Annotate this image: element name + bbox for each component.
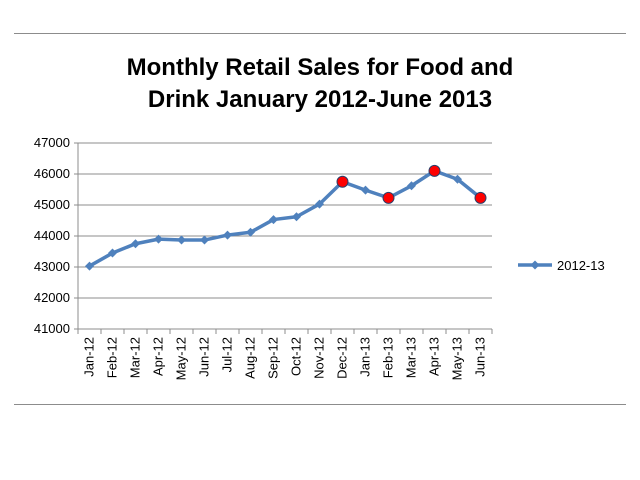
x-tick-label: Nov-12 [312, 337, 327, 379]
legend-label: 2012-13 [557, 258, 605, 273]
chart-title-line-1: Monthly Retail Sales for Food and [126, 54, 514, 81]
y-tick-label: 45000 [34, 197, 70, 212]
data-point-Mar-12 [131, 239, 140, 249]
x-tick-label: Mar-12 [128, 337, 143, 378]
x-tick-label: Oct-12 [289, 337, 304, 376]
x-tick-label: Apr-12 [151, 337, 166, 376]
x-tick-label: Feb-12 [105, 337, 120, 378]
data-point-highlight-Feb-13 [382, 191, 395, 204]
data-point-Sep-12 [269, 215, 278, 225]
bottom-divider [14, 404, 626, 405]
data-point-Apr-12 [154, 234, 163, 244]
series-2012-13 [85, 164, 487, 271]
x-tick-label: May-13 [450, 337, 465, 380]
data-point-highlight-Jun-13 [474, 191, 487, 204]
data-point-Aug-12 [246, 227, 255, 237]
y-tick-label: 43000 [34, 259, 70, 274]
data-point-Jun-12 [200, 235, 209, 245]
x-tick-label: Aug-12 [243, 337, 258, 379]
data-point-Oct-12 [292, 212, 301, 222]
x-tick-label: Feb-13 [381, 337, 396, 378]
data-point-highlight-Apr-13 [428, 164, 441, 177]
x-tick-label: Mar-13 [404, 337, 419, 378]
gridlines [78, 142, 492, 330]
y-tick-label: 41000 [34, 321, 70, 336]
x-tick-label: Dec-12 [335, 337, 350, 379]
legend-marker [530, 260, 540, 270]
x-tick-label: Jun-12 [197, 337, 212, 377]
data-point-May-13 [453, 174, 462, 184]
x-tick-label: Jan-13 [358, 337, 373, 377]
x-tick-label: Jan-12 [82, 337, 97, 377]
data-point-Mar-13 [407, 181, 416, 191]
top-divider [14, 33, 626, 34]
x-tick-label: Jul-12 [220, 337, 235, 372]
data-point-Jan-13 [361, 185, 370, 195]
data-point-highlight-Dec-12 [336, 175, 349, 188]
x-tick-label: Sep-12 [266, 337, 281, 379]
data-point-May-12 [177, 235, 186, 245]
y-tick-label: 44000 [34, 228, 70, 243]
legend: 2012-13 [518, 258, 605, 273]
y-tick-label: 46000 [34, 166, 70, 181]
chart-title: Monthly Retail Sales for Food and Drink … [40, 52, 600, 116]
x-tick-label: Jun-13 [473, 337, 488, 377]
x-axis: Jan-12 Feb-12 Mar-12 Apr-12 May-12 Jun-12 Jul-… [77, 328, 493, 380]
data-point-Jul-12 [223, 230, 232, 240]
data-point-Nov-12 [315, 199, 324, 209]
chart-title-line-2: Drink January 2012-June 2013 [147, 86, 493, 113]
x-tick-label: Apr-13 [427, 337, 442, 376]
y-tick-label: 47000 [34, 135, 70, 150]
x-tick-label: May-12 [174, 337, 189, 380]
data-point-Jan-12 [85, 261, 94, 271]
y-axis: 41000 42000 43000 44000 45000 46000 47000 [34, 135, 79, 336]
data-point-Feb-12 [108, 248, 117, 258]
series-line [88, 169, 482, 268]
y-tick-label: 42000 [34, 290, 70, 305]
